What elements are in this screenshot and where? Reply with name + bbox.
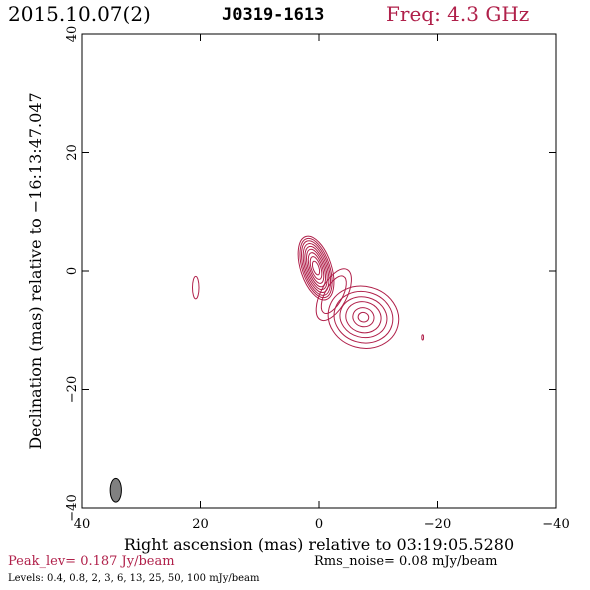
x-axis-label: Right ascension (mas) relative to 03:19:… <box>124 535 514 554</box>
contour-line <box>304 245 328 291</box>
x-tick-label: −20 <box>424 517 451 532</box>
beam-ellipse-group <box>109 477 122 503</box>
contour-component-jet-knot <box>327 285 400 349</box>
x-tick-label: 40 <box>74 517 91 532</box>
beam-ellipse <box>109 477 122 503</box>
contour-line <box>192 275 200 300</box>
contour-line <box>301 240 332 296</box>
source-name: J0319-1613 <box>222 5 325 25</box>
y-tick-label: −20 <box>65 376 80 403</box>
y-tick-label: 40 <box>65 26 80 43</box>
observing-frequency: Freq: 4.3 GHz <box>386 2 530 26</box>
contour-levels: Levels: 0.4, 0.8, 2, 3, 6, 13, 25, 50, 1… <box>8 573 260 584</box>
contour-line <box>306 248 327 288</box>
observation-date: 2015.10.07(2) <box>8 2 151 26</box>
tick-labels: 40 20 0 −20 −40 −40 −20 0 20 40 <box>65 26 570 532</box>
contour-component-west-dot <box>421 334 425 341</box>
contour-line <box>421 334 425 341</box>
contour-line <box>302 243 330 293</box>
y-tick-label: 0 <box>65 267 80 275</box>
y-tick-label: −40 <box>65 494 80 521</box>
contour-lines <box>192 235 425 349</box>
contour-line <box>352 307 375 328</box>
x-tick-label: 20 <box>192 517 209 532</box>
y-axis-label: Declination (mas) relative to −16:13:47.… <box>26 92 45 449</box>
contour-line <box>315 268 352 322</box>
axis-ticks <box>81 33 557 509</box>
x-tick-label: −40 <box>542 517 569 532</box>
contour-component-east-feature <box>192 275 200 300</box>
contour-line <box>327 285 400 349</box>
contour-line <box>307 252 325 284</box>
contour-line <box>333 290 394 344</box>
contour-line <box>345 301 382 334</box>
contour-line <box>311 260 321 276</box>
plot-frame <box>81 33 557 509</box>
contour-line <box>357 311 370 323</box>
peak-level: Peak_lev= 0.187 Jy/beam <box>8 554 175 569</box>
rms-noise: Rms_noise= 0.08 mJy/beam <box>314 554 498 569</box>
y-tick-label: 20 <box>65 144 80 161</box>
contour-line <box>299 237 333 299</box>
contour-line <box>339 296 388 339</box>
contour-line <box>309 256 323 280</box>
contour-component-core <box>297 235 335 301</box>
x-tick-label: 0 <box>315 517 323 532</box>
contour-line <box>297 235 335 301</box>
